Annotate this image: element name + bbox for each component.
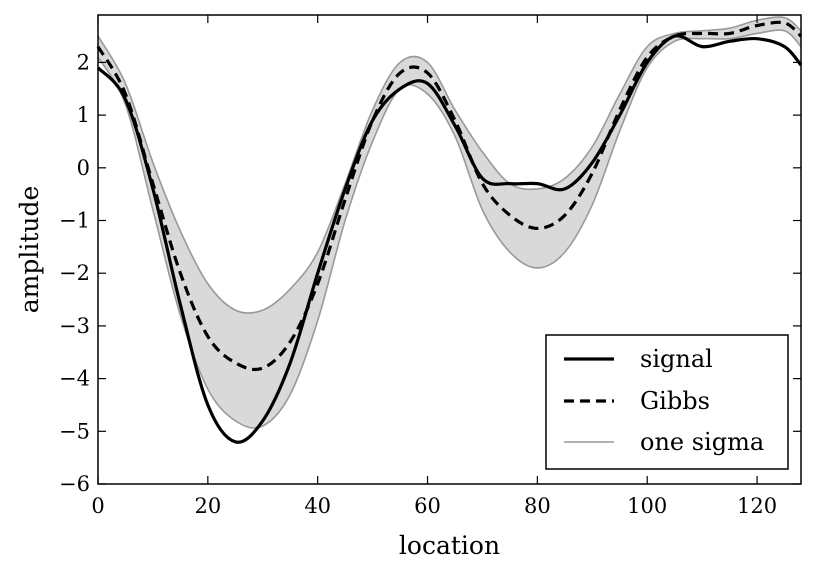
y-tick-label: 1 <box>77 103 90 127</box>
y-axis: −6 −5 −4 −3 −2 −1 0 1 2 <box>59 50 801 496</box>
legend: signal Gibbs one sigma <box>545 334 789 470</box>
x-axis-label: location <box>399 531 500 560</box>
legend-label-signal: signal <box>640 345 713 373</box>
y-tick-label: −5 <box>59 419 90 443</box>
y-tick-label: 2 <box>77 50 90 74</box>
y-tick-label: −4 <box>59 367 90 391</box>
plot-area <box>96 16 803 444</box>
y-axis-label: amplitude <box>15 186 44 314</box>
y-tick-label: 0 <box>77 156 90 180</box>
legend-label-gibbs: Gibbs <box>640 387 710 415</box>
y-tick-label: −3 <box>59 314 90 338</box>
plot-frame <box>97 14 802 485</box>
gibbs-line <box>96 20 803 372</box>
x-tick-label: 0 <box>91 494 104 518</box>
x-tick-label: 20 <box>194 494 221 518</box>
y-tick-label: −6 <box>59 472 90 496</box>
one-sigma-upper-line <box>97 16 802 314</box>
x-tick-label: 60 <box>414 494 441 518</box>
signal-line <box>96 34 803 444</box>
x-tick-label: 100 <box>627 494 667 518</box>
x-axis: 0 20 40 60 80 100 120 <box>91 15 777 518</box>
legend-label-one-sigma: one sigma <box>640 428 764 456</box>
one-sigma-band <box>98 17 801 428</box>
x-tick-label: 40 <box>304 494 331 518</box>
x-tick-label: 120 <box>737 494 777 518</box>
x-tick-label: 80 <box>524 494 551 518</box>
y-tick-label: −2 <box>59 261 90 285</box>
y-tick-label: −1 <box>59 209 90 233</box>
